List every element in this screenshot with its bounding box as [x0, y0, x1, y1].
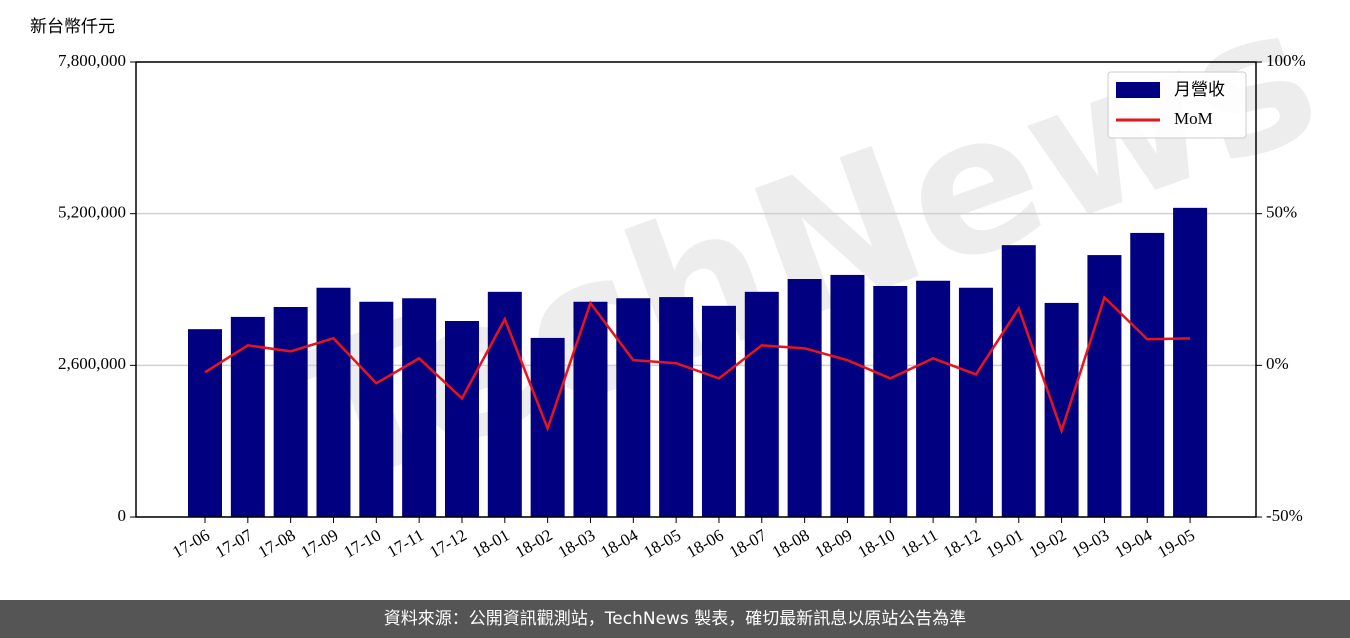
bar — [1001, 245, 1036, 517]
x-tick-label: 19-02 — [1026, 525, 1070, 561]
x-tick-label: 18-06 — [683, 525, 727, 561]
legend-label: 月營收 — [1174, 80, 1225, 100]
x-tick-label: 18-10 — [854, 525, 898, 561]
x-tick-label: 17-12 — [426, 525, 470, 561]
legend-swatch — [1116, 82, 1160, 98]
x-tick-label: 18-04 — [597, 525, 641, 562]
legend-label: MoM — [1174, 109, 1213, 128]
line — [204, 295, 1191, 435]
y-tick-label: 2,600,000 — [58, 354, 126, 373]
bar — [659, 297, 694, 517]
plot-frame — [135, 61, 1257, 518]
bar — [916, 280, 951, 517]
bar — [444, 321, 479, 517]
x-tick-label: 17-10 — [340, 525, 384, 561]
x-tick-label: 17-11 — [384, 525, 427, 561]
y2-tick-label: 100% — [1266, 51, 1306, 70]
x-tick-label: 18-11 — [898, 525, 941, 561]
x-tick-label: 17-09 — [298, 525, 342, 561]
x-tick-label: 18-08 — [769, 525, 813, 561]
bar — [1044, 302, 1079, 517]
bar — [744, 291, 779, 517]
y2-tick-label: -50% — [1266, 506, 1303, 525]
x-tick-label: 19-03 — [1069, 525, 1113, 561]
bar — [487, 291, 522, 517]
y2-tick-label: 0% — [1266, 354, 1289, 373]
y-tick-label: 0 — [118, 506, 127, 525]
bar — [1173, 207, 1208, 518]
x-tick-label: 18-01 — [469, 525, 513, 561]
footer: 資料來源：公開資訊觀測站，TechNews 製表，確切最新訊息以原站公告為準 — [0, 600, 1350, 638]
bar — [873, 286, 908, 517]
x-tick-label: 17-08 — [255, 525, 299, 561]
bar — [188, 329, 222, 517]
x-tick-label: 17-06 — [169, 525, 213, 561]
bar — [316, 287, 351, 517]
bar — [701, 305, 736, 517]
x-tick-label: 19-04 — [1111, 525, 1155, 562]
bar — [616, 298, 651, 517]
x-tick-label: 19-01 — [983, 525, 1027, 561]
bar — [273, 307, 308, 517]
bar — [958, 287, 993, 517]
chart: TechNews 新台幣仟元 02,600,0005,200,0007,800,… — [30, 0, 1343, 562]
x-tick-label: 18-12 — [940, 525, 984, 561]
bar — [230, 316, 265, 517]
bar — [402, 298, 437, 517]
x-tick-label: 17-07 — [212, 525, 256, 562]
x-tick-label: 18-05 — [640, 525, 684, 561]
plot-area: 0 2,600,000 5,200,000 7,800,000 -50% 0% 50% 100… — [58, 51, 1306, 562]
bar — [1087, 255, 1122, 518]
y2-tick-label: 50% — [1266, 203, 1297, 222]
y-tick-label: 7,800,000 — [58, 51, 126, 70]
bar — [573, 301, 608, 517]
bar — [359, 301, 394, 517]
y-axis-title: 新台幣仟元 — [30, 17, 115, 37]
x-tick-label: 19-05 — [1154, 525, 1198, 561]
x-tick-label: 18-07 — [726, 525, 770, 562]
x-tick-label: 18-09 — [812, 525, 856, 561]
bar — [1130, 232, 1165, 517]
x-tick-label: 18-03 — [555, 525, 599, 561]
bar — [787, 279, 822, 517]
x-tick-label: 18-02 — [512, 525, 556, 561]
y-tick-label: 5,200,000 — [58, 203, 126, 222]
bar — [830, 274, 865, 517]
